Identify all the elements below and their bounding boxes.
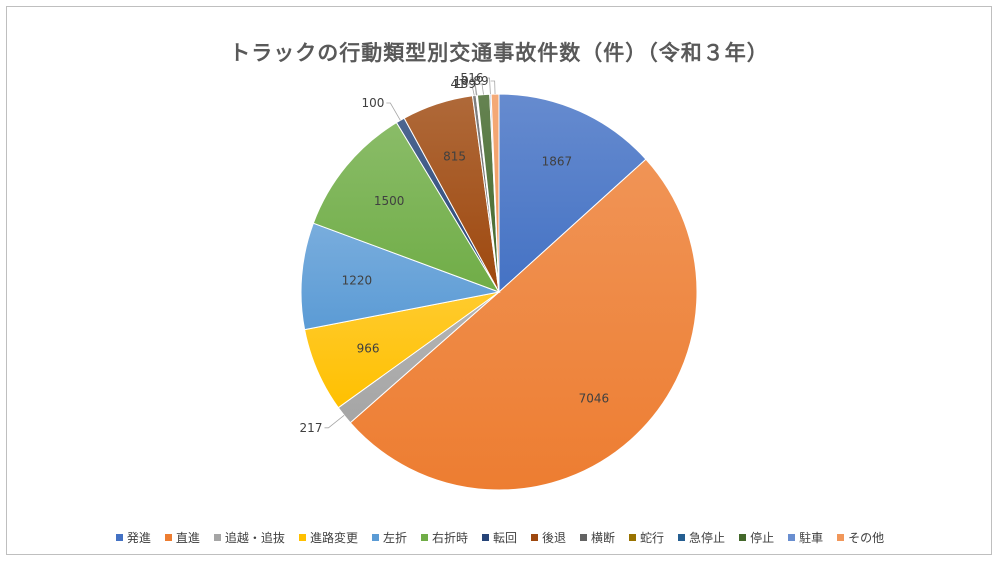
data-label-12: 139	[453, 77, 476, 91]
leader-line-14	[490, 80, 496, 95]
data-label-10: 5	[460, 71, 468, 85]
legend-swatch	[213, 534, 221, 541]
legend-item-1: 発進	[115, 529, 151, 546]
legend-swatch	[420, 534, 428, 541]
leader-line-11	[470, 80, 478, 96]
legend-swatch	[629, 534, 637, 541]
chart-legend: 発進 直進 追越・追抜 進路変更 左折 右折時 転回 後退 横断 蛇行 急停止 停止 駐車 その他	[0, 529, 1000, 546]
legend-swatch	[298, 534, 306, 541]
legend-item-9: 横断	[580, 529, 615, 546]
pie-slice-2	[349, 158, 698, 491]
chart-title: トラックの行動類型別交通事故件数（件）（令和３年）	[229, 41, 769, 65]
legend-label: 転回	[492, 531, 517, 545]
data-label-2: 7046	[579, 391, 610, 405]
legend-label: 横断	[591, 531, 616, 545]
pie-slice-6	[312, 121, 501, 293]
leader-line-12	[477, 83, 484, 95]
legend-item-12: 停止	[739, 529, 774, 546]
legend-label: 右折時	[431, 531, 468, 545]
legend-label: 左折	[382, 531, 407, 545]
legend-item-5: 左折	[371, 529, 407, 546]
data-label-1: 1867	[542, 155, 573, 169]
legend-label: 追越・追抜	[224, 531, 285, 545]
legend-label: 蛇行	[640, 531, 665, 545]
legend-item-8: 後退	[531, 529, 566, 546]
data-label-11: 10	[453, 74, 468, 88]
legend-label: 駐車	[799, 531, 824, 545]
legend-swatch	[788, 534, 796, 541]
data-label-4: 966	[357, 342, 380, 356]
data-label-6: 1500	[374, 194, 405, 208]
data-label-7: 100	[361, 96, 384, 110]
legend-item-13: 駐車	[788, 529, 823, 546]
legend-swatch	[531, 534, 538, 541]
legend-item-3: 追越・追抜	[213, 529, 285, 546]
legend-item-2: 直進	[164, 529, 200, 546]
legend-label: 後退	[542, 531, 567, 545]
legend-swatch	[678, 534, 686, 541]
legend-label: 進路変更	[309, 531, 358, 545]
leader-line-7	[386, 102, 401, 121]
legend-label: 直進	[175, 531, 200, 545]
data-label-14: 89	[473, 74, 488, 88]
legend-item-14: その他	[837, 529, 884, 546]
legend-item-7: 転回	[481, 529, 517, 546]
leader-line-3	[324, 415, 345, 429]
pie-slice-5	[300, 222, 501, 331]
legend-swatch	[739, 534, 747, 541]
legend-swatch	[115, 534, 123, 541]
legend-swatch	[837, 534, 845, 541]
data-label-8: 815	[443, 150, 466, 164]
pie-slice-1	[498, 93, 647, 294]
data-label-13: 16	[468, 71, 483, 85]
data-label-9: 41	[451, 77, 466, 91]
legend-label: その他	[848, 531, 885, 545]
legend-label: 急停止	[689, 531, 726, 545]
leader-line-10	[470, 77, 477, 96]
leader-line-9	[467, 83, 475, 96]
legend-item-10: 蛇行	[629, 529, 664, 546]
legend-item-4: 進路変更	[298, 529, 358, 546]
legend-swatch	[164, 534, 172, 541]
legend-swatch	[481, 534, 489, 541]
legend-item-11: 急停止	[678, 529, 725, 546]
legend-label: 発進	[126, 531, 151, 545]
data-label-5: 1220	[342, 273, 373, 287]
legend-item-6: 右折時	[420, 529, 468, 546]
legend-label: 停止	[750, 531, 775, 545]
legend-swatch	[371, 534, 379, 541]
data-label-3: 217	[300, 421, 323, 435]
leader-line-13	[485, 77, 491, 95]
legend-swatch	[580, 534, 588, 541]
